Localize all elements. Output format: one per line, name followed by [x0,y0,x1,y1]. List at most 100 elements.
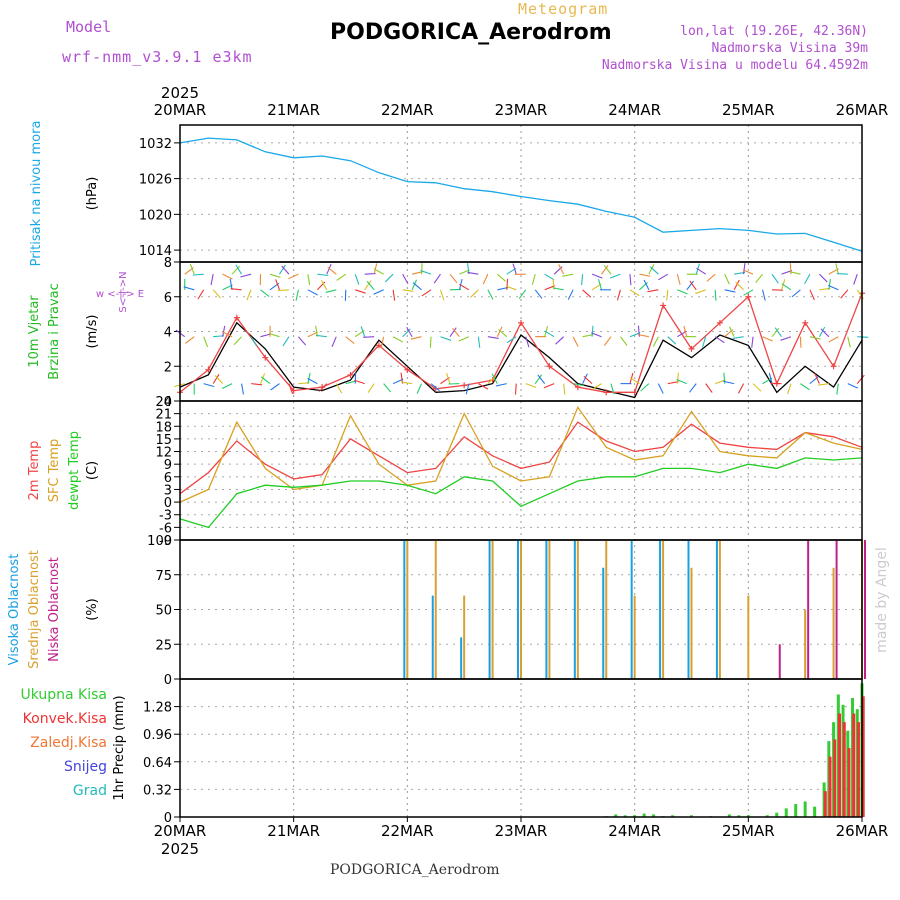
wind-arrow [723,380,735,385]
wind-arrow [809,336,821,340]
wind-arrow [836,273,848,275]
wind-arrow [609,273,621,279]
wind-arrow [318,383,328,392]
precip-bar [823,791,827,817]
wind-arrow [505,285,517,291]
wind-arrow [260,376,271,385]
wind-arrow [771,327,780,338]
wind-arrow [689,280,697,291]
unit-label: (hPa) [85,177,100,211]
series-dewpt-temp [179,457,863,529]
wind-arrow [742,269,754,275]
y-tick-label: 15 [155,433,172,448]
wind-arrow [676,378,687,385]
wind-arrow [235,264,243,275]
wind-arrow [847,336,851,348]
wind-arrow [401,381,413,385]
wind-arrow [506,336,517,344]
wind-arrow [241,383,245,395]
y-tick-label: 25 [155,638,172,653]
precip-bar [803,801,807,817]
wind-arrow [555,336,565,345]
wind-arrow [689,383,697,393]
wind-arrow [360,326,366,337]
wind-arrow [458,278,463,290]
precip-legend-label: Konvek.Kisa [23,711,107,727]
wind-arrow [603,336,612,346]
wind-arrow [562,273,574,277]
wind-arrow [231,265,241,275]
y-tick-label: 18 [155,420,172,435]
wind-arrow [640,383,650,392]
wind-arrow [327,266,337,275]
y-tick-label: 21 [155,408,172,423]
y-tick-label: 1020 [139,208,172,223]
precip-legend-label: Grad [73,783,107,799]
wind-arrow [192,273,204,276]
wind-arrow [210,274,214,286]
y-tick-label: 24 [155,395,172,410]
wind-arrow [809,289,815,301]
wind-arrow [275,279,280,290]
model-name: wrf-nmm_v3.9.1 e3km [62,48,253,66]
wind-arrow [781,283,792,291]
gust-marker [233,314,240,321]
wind-arrow [459,283,470,291]
precip-legend-label: Zaledj.Kisa [30,735,107,751]
wind-arrow [335,383,343,394]
precip-bar [690,815,693,817]
gust-marker [375,342,382,349]
wind-arrow [840,289,849,299]
gust-marker [603,389,610,396]
wind-arrow [637,334,649,338]
wind-arrow [696,267,707,275]
wind-arrow [495,383,507,387]
station-elevation: Nadmorska Visina 39m [711,41,868,56]
wind-arrow [752,383,762,392]
wind-arrow [591,325,594,337]
wind-arrow [828,336,839,343]
panel-frame [179,400,863,541]
wind-arrow [714,336,725,344]
wind-arrow [281,265,290,275]
wind-arrow [582,334,594,338]
y-tick-label: 0 [164,395,172,410]
wind-arrow [573,383,585,387]
y-tick-label: 12 [155,446,172,461]
wind-arrow [482,273,489,285]
precip-legend-label: Ukupna Kisa [20,687,107,703]
wind-arrow [847,383,859,389]
wind-arrow [743,263,746,275]
wind-arrow [446,372,451,384]
wind-arrow [373,263,378,275]
wind-arrow [639,273,651,277]
wind-arrow [366,281,375,291]
wind-arrow [355,289,366,294]
date-label-top: 25MAR [722,101,775,119]
wind-arrow [277,289,289,292]
wind-arrow [686,280,694,291]
wind-arrow [572,336,579,347]
wind-arrow [364,280,372,291]
precip-bar [746,815,750,817]
date-label-bottom: 21MAR [267,822,320,840]
y-tick-label: 1.28 [143,701,172,716]
wind-arrow [197,289,205,300]
wind-arrow [616,289,621,301]
gust-marker [404,366,411,373]
precip-bar [828,756,832,817]
wind-arrow [543,383,555,389]
wind-arrow [477,336,481,348]
wind-arrow [649,266,659,275]
wind-arrow [221,383,233,389]
wind-arrow [791,289,801,298]
date-label-bottom: 23MAR [495,822,548,840]
wind-arrow [518,289,527,300]
meteogram-label: Meteogram [518,0,609,18]
wind-arrow [307,372,311,384]
gust-marker [461,382,468,389]
wind-arrow [591,273,603,279]
wind-arrow [420,263,423,275]
wind-arrow [229,278,233,290]
